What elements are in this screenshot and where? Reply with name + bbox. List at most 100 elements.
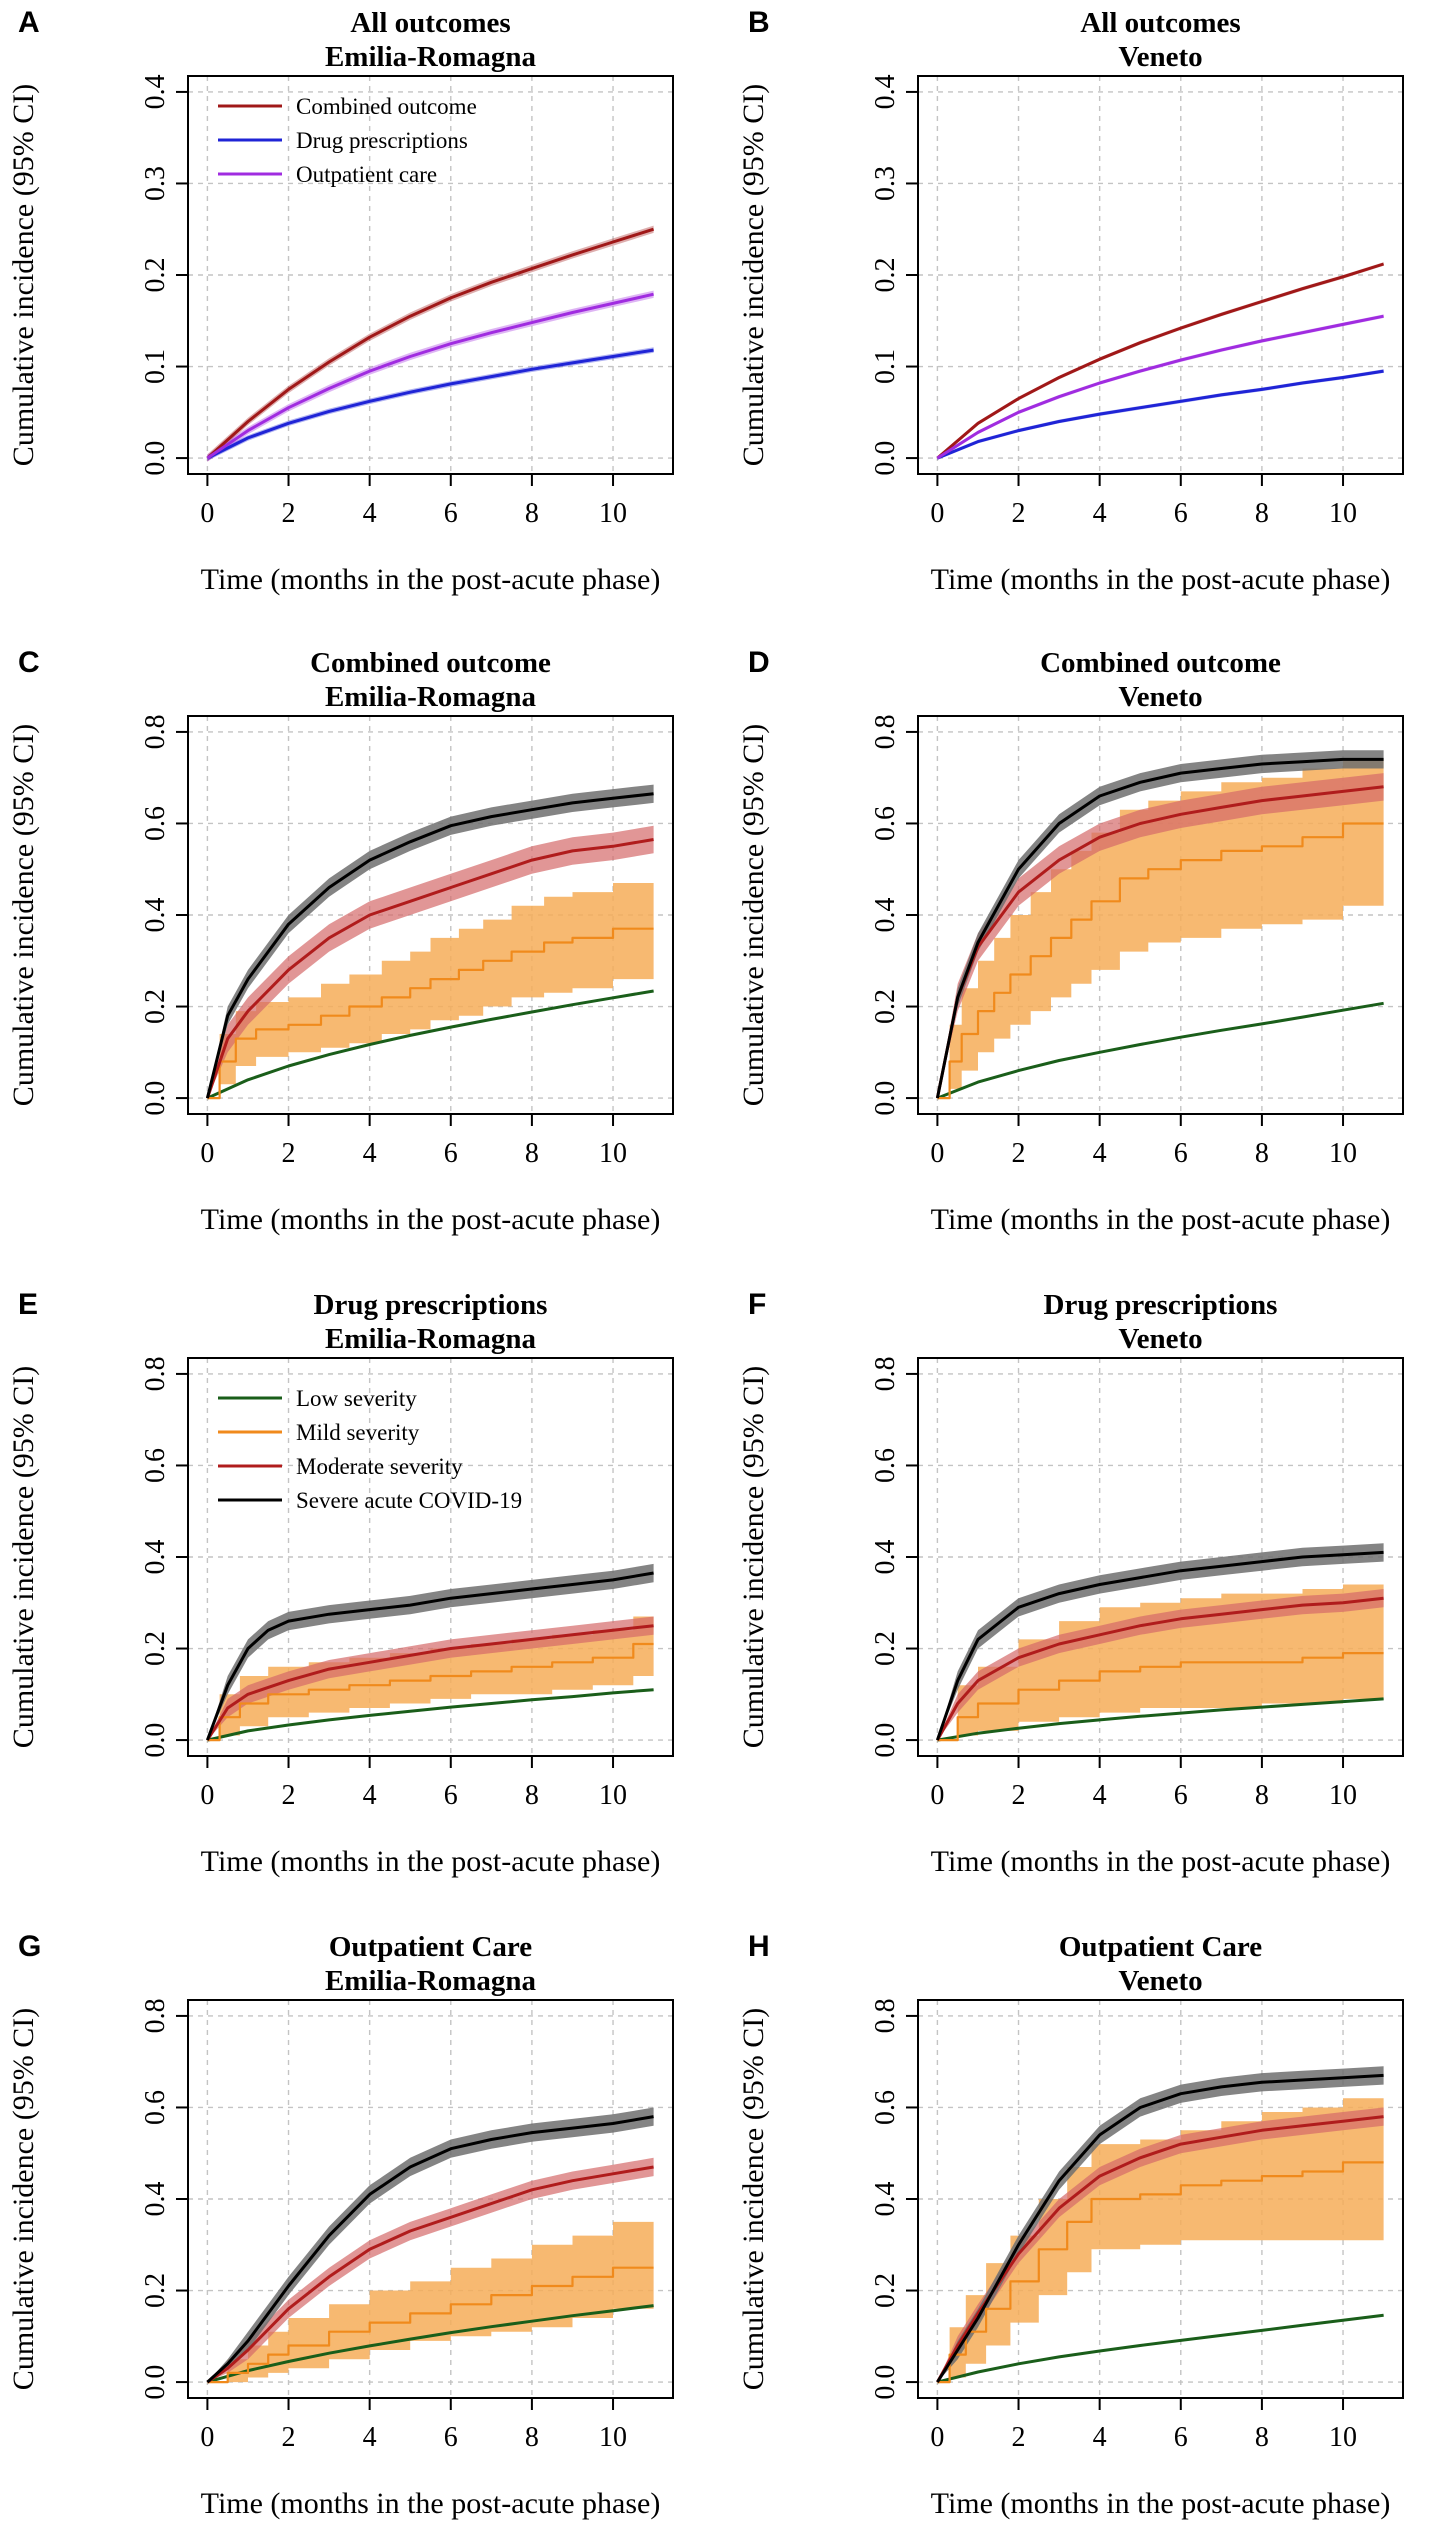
chart-title: All outcomes bbox=[350, 7, 510, 39]
x-tick-label: 2 bbox=[1012, 498, 1026, 529]
grid bbox=[918, 76, 1403, 474]
x-tick-label: 10 bbox=[1329, 2422, 1357, 2453]
x-tick-label: 4 bbox=[1093, 1780, 1107, 1811]
panel-letter: F bbox=[748, 1288, 766, 1321]
x-tick-label: 4 bbox=[363, 2422, 377, 2453]
series-line-mild-severity bbox=[207, 927, 654, 1100]
y-tick-label: 0.8 bbox=[140, 1356, 171, 1391]
x-axis-label: Time (months in the post-acute phase) bbox=[201, 2487, 661, 2520]
ci-band-outpatient-care bbox=[207, 290, 654, 462]
x-tick-label: 8 bbox=[525, 2422, 539, 2453]
y-tick-label: 0.4 bbox=[140, 2182, 171, 2217]
series-line-drug-prescriptions bbox=[206, 348, 654, 460]
y-axis-label: Cumulative incidence (95% CI) bbox=[7, 84, 40, 466]
x-tick-label: 10 bbox=[1329, 1780, 1357, 1811]
series-line-moderate-severity bbox=[206, 2165, 654, 2384]
x-tick-label: 6 bbox=[444, 2422, 458, 2453]
x-tick-label: 8 bbox=[525, 1138, 539, 1169]
y-axis-label: Cumulative incidence (95% CI) bbox=[7, 1366, 40, 1748]
plot-area bbox=[935, 750, 1384, 1100]
x-tick-label: 2 bbox=[282, 1780, 296, 1811]
y-tick-label: 0.1 bbox=[140, 349, 171, 384]
chart-title: Combined outcome bbox=[1040, 647, 1281, 679]
y-tick-label: 0.0 bbox=[140, 1723, 171, 1758]
chart-subtitle: Emilia-Romagna bbox=[325, 41, 537, 73]
y-tick-label: 0.4 bbox=[140, 74, 171, 109]
y-tick-label: 0.2 bbox=[140, 989, 171, 1024]
panel-letter: B bbox=[748, 6, 770, 39]
x-tick-label: 8 bbox=[1255, 2422, 1269, 2453]
chart-subtitle: Emilia-Romagna bbox=[325, 681, 537, 713]
y-tick-label: 0.2 bbox=[870, 989, 901, 1024]
x-tick-label: 4 bbox=[363, 498, 377, 529]
series-line-mild-severity bbox=[937, 822, 1384, 1100]
chart-subtitle: Emilia-Romagna bbox=[325, 1965, 537, 1997]
legend-label: Drug prescriptions bbox=[296, 128, 468, 153]
x-tick-label: 10 bbox=[599, 2422, 627, 2453]
y-tick-label: 0.0 bbox=[140, 441, 171, 476]
panel-letter: E bbox=[18, 1288, 38, 1321]
x-tick-label: 4 bbox=[1093, 498, 1107, 529]
plot-area bbox=[205, 1563, 654, 1742]
series-line-low-severity bbox=[936, 1001, 1384, 1100]
chart-title: Outpatient Care bbox=[329, 1931, 532, 1963]
y-tick-label: 0.6 bbox=[140, 2090, 171, 2125]
x-tick-label: 10 bbox=[599, 1780, 627, 1811]
panel-h: 0 2 4 6 8 10 Time (months in the post-acute ph… bbox=[737, 1930, 1404, 2520]
y-tick-label: 0.6 bbox=[140, 1448, 171, 1483]
y-tick-label: 0.0 bbox=[870, 441, 901, 476]
y-tick-label: 0.4 bbox=[870, 2182, 901, 2217]
x-axis-label: Time (months in the post-acute phase) bbox=[931, 563, 1391, 596]
legend: Low severity Mild severity Moderate severi… bbox=[218, 1386, 522, 1513]
y-axis: 0.0 0.2 0.4 0.6 0.8 Cumulative incidence (95%… bbox=[7, 1356, 188, 1758]
chart-subtitle: Veneto bbox=[1118, 1323, 1202, 1355]
chart-subtitle: Emilia-Romagna bbox=[325, 1323, 537, 1355]
legend-label: Mild severity bbox=[296, 1420, 420, 1445]
y-axis: 0.0 0.2 0.4 0.6 0.8 Cumulative incidence (95%… bbox=[737, 1998, 918, 2400]
plot-area bbox=[205, 784, 654, 1100]
x-tick-label: 10 bbox=[599, 1138, 627, 1169]
x-tick-label: 0 bbox=[200, 1780, 214, 1811]
ci-band-mild-severity bbox=[937, 1584, 1384, 1741]
series-line-severe-acute-covid-19 bbox=[936, 2073, 1384, 2383]
series-line-outpatient-care bbox=[936, 314, 1384, 460]
ci-band-drug-prescriptions bbox=[937, 369, 1384, 460]
y-axis: 0.0 0.1 0.2 0.3 0.4 Cumulative incidence (95%… bbox=[7, 74, 188, 476]
chart-title: Drug prescriptions bbox=[1044, 1289, 1278, 1321]
y-tick-label: 0.8 bbox=[870, 1356, 901, 1391]
y-tick-label: 0.0 bbox=[140, 2365, 171, 2400]
y-tick-label: 0.0 bbox=[870, 1723, 901, 1758]
y-tick-label: 0.4 bbox=[870, 898, 901, 933]
series-line-severe-acute-covid-19 bbox=[935, 757, 1384, 1099]
x-axis: 0 2 4 6 8 10 Time (months in the post-acute ph… bbox=[200, 474, 660, 596]
plot-area bbox=[936, 2066, 1384, 2384]
x-tick-label: 10 bbox=[1329, 498, 1357, 529]
x-tick-label: 6 bbox=[1174, 1138, 1188, 1169]
y-tick-label: 0.2 bbox=[870, 258, 901, 293]
y-tick-label: 0.3 bbox=[870, 166, 901, 201]
x-axis: 0 2 4 6 8 10 Time (months in the post-acute ph… bbox=[930, 2398, 1390, 2520]
y-tick-label: 0.4 bbox=[140, 1540, 171, 1575]
x-tick-label: 6 bbox=[1174, 2422, 1188, 2453]
panel-d: 0 2 4 6 8 10 Time (months in the post-acute ph… bbox=[737, 646, 1404, 1236]
y-axis-label: Cumulative incidence (95% CI) bbox=[737, 2008, 770, 2390]
y-axis-label: Cumulative incidence (95% CI) bbox=[737, 84, 770, 466]
x-tick-label: 4 bbox=[1093, 2422, 1107, 2453]
y-tick-label: 0.2 bbox=[140, 258, 171, 293]
panel-c: 0 2 4 6 8 10 Time (months in the post-acute ph… bbox=[7, 646, 674, 1236]
y-tick-label: 0.3 bbox=[140, 166, 171, 201]
series-line-low-severity bbox=[207, 1688, 654, 1742]
series-line-moderate-severity bbox=[936, 1596, 1384, 1741]
y-axis: 0.0 0.1 0.2 0.3 0.4 Cumulative incidence (95%… bbox=[737, 74, 918, 476]
y-tick-label: 0.4 bbox=[140, 898, 171, 933]
plot-area bbox=[206, 225, 655, 462]
x-tick-label: 8 bbox=[525, 498, 539, 529]
plot-area bbox=[206, 2107, 654, 2384]
x-tick-label: 0 bbox=[930, 498, 944, 529]
y-tick-label: 0.8 bbox=[870, 1998, 901, 2033]
x-axis-label: Time (months in the post-acute phase) bbox=[931, 1203, 1391, 1236]
series-line-severe-acute-covid-19 bbox=[205, 792, 654, 1099]
x-axis: 0 2 4 6 8 10 Time (months in the post-acute ph… bbox=[200, 2398, 660, 2520]
chart-title: Drug prescriptions bbox=[314, 1289, 548, 1321]
